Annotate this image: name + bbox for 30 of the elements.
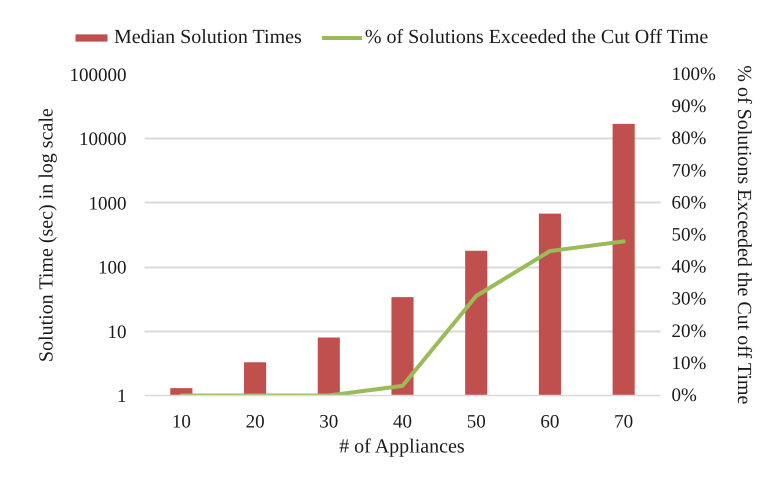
y-tick-label: 100 <box>98 258 126 279</box>
y-tick-label: 10 <box>108 322 126 343</box>
y2-tick-label: 90% <box>672 96 706 118</box>
x-axis-title: # of Appliances <box>339 436 465 458</box>
y2-tick-label: 70% <box>672 160 706 182</box>
y2-tick-label: 10% <box>672 352 706 374</box>
y-tick-label: 1 <box>117 386 126 407</box>
x-tick-label: 50 <box>466 412 486 432</box>
y-tick-label: 100000 <box>70 65 126 86</box>
x-tick-label: 60 <box>540 412 560 432</box>
x-tick-label: 30 <box>319 412 338 432</box>
y2-tick-label: 50% <box>672 224 706 246</box>
legend-label: Median Solution Times <box>114 26 302 49</box>
x-tick-label: 10 <box>172 412 191 432</box>
y2-tick-label: 30% <box>672 288 706 310</box>
legend-label: % of Solutions Exceeded the Cut Off Time <box>364 26 708 49</box>
y-tick-label: 1000 <box>88 193 126 214</box>
y2-tick-label: 60% <box>672 192 706 214</box>
x-tick-label: 40 <box>393 412 412 432</box>
y2-tick-label: 0% <box>672 385 697 406</box>
line-series <box>179 239 626 396</box>
y2-tick-label: 40% <box>672 256 706 278</box>
y-tick-label: 10000 <box>79 129 126 150</box>
y2-tick-label: 100% <box>672 64 716 85</box>
x-tick-label: 20 <box>246 412 265 432</box>
y2-tick-label: 80% <box>672 128 706 150</box>
y2-axis-title: % of Solutions Exceeded the Cut off Time <box>732 65 755 404</box>
y2-tick-label: 20% <box>672 320 706 342</box>
y-axis-title: Solution Time (sec) in log scale <box>36 108 58 362</box>
x-tick-label: 70 <box>614 412 634 432</box>
